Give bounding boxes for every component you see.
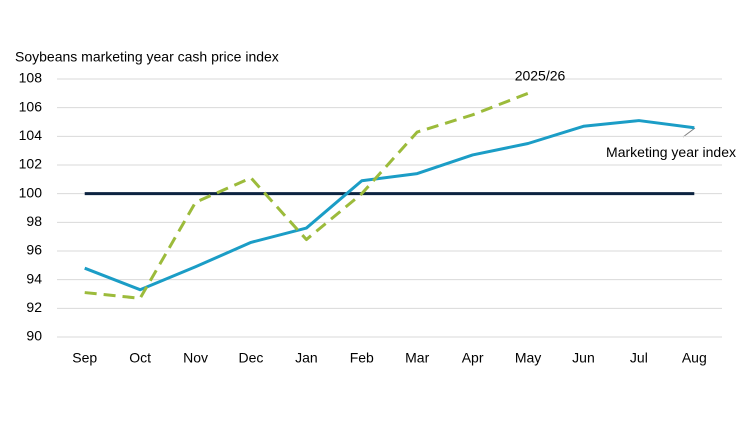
leader-line [682, 127, 696, 138]
y-tick-label: 108 [19, 70, 43, 86]
y-tick-label: 102 [19, 156, 43, 172]
series-line [84, 119, 695, 292]
x-tick-label: Sep [72, 350, 97, 366]
x-tick-label: Jun [572, 350, 595, 366]
series-line [84, 91, 529, 300]
x-tick-label: Dec [239, 350, 264, 366]
x-tick-label: Feb [350, 350, 374, 366]
x-tick-label: Apr [462, 350, 484, 366]
y-tick-label: 100 [19, 184, 43, 200]
y-tick-label: 98 [26, 213, 42, 229]
x-tick-label: Jul [630, 350, 648, 366]
x-tick-label: Oct [129, 350, 151, 366]
y-tick-label: 94 [26, 270, 42, 286]
series-label: Marketing year index [606, 144, 736, 160]
y-tick-label: 96 [26, 242, 42, 258]
x-tick-label: May [515, 350, 541, 366]
x-tick-label: Nov [183, 350, 208, 366]
x-tick-label: Jan [295, 350, 318, 366]
series-label: 2025/26 [515, 68, 566, 84]
y-tick-label: 92 [26, 299, 42, 315]
x-tick-label: Mar [405, 350, 429, 366]
y-tick-label: 90 [26, 328, 42, 344]
y-tick-label: 104 [19, 127, 43, 143]
x-tick-label: Aug [682, 350, 707, 366]
y-tick-label: 106 [19, 98, 43, 114]
chart-title: Soybeans marketing year cash price index [15, 49, 279, 65]
